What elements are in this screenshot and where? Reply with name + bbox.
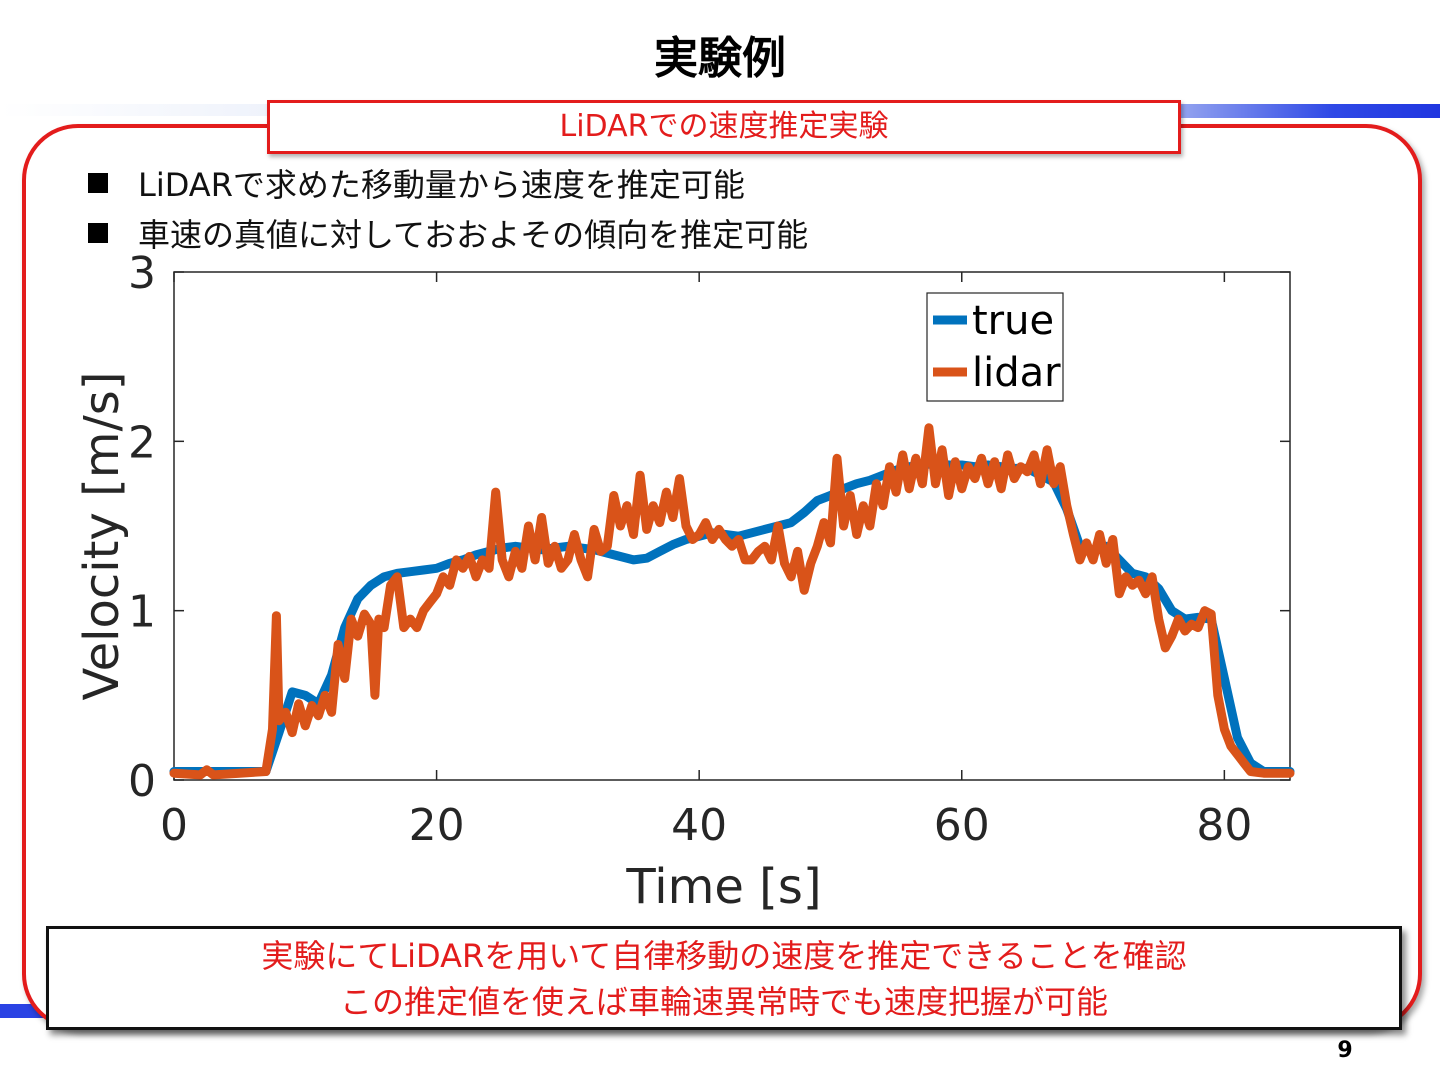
y-tick-label: 1 <box>128 587 156 638</box>
x-tick-label: 0 <box>160 800 188 851</box>
conclusion-line: 実験にてLiDARを用いて自律移動の速度を推定できることを確認 <box>261 937 1187 975</box>
velocity-chart: 0 20 40 60 80 0 1 2 3 Time [s] Velocity [m/s] true l… <box>74 248 1295 915</box>
section-heading: LiDARでの速度推定実験 <box>267 100 1181 154</box>
series-line-lidar <box>169 423 1295 780</box>
x-tick-label: 60 <box>934 800 990 851</box>
y-tick-label: 2 <box>128 417 156 468</box>
legend-label: lidar <box>972 350 1061 396</box>
x-tick-label: 80 <box>1196 800 1252 851</box>
header-band-left <box>0 104 280 116</box>
bullet-item: 車速の真値に対しておおよその傾向を推定可能 <box>88 208 808 258</box>
legend-label: true <box>972 298 1054 344</box>
x-tick-label: 20 <box>409 800 465 851</box>
y-tick-label: 0 <box>128 756 156 807</box>
slide-title: 実験例 <box>654 33 786 84</box>
y-tick-label: 3 <box>128 248 156 299</box>
legend-box <box>926 292 1064 402</box>
page-number: 9 <box>1337 1038 1353 1063</box>
bullet-item: LiDARで求めた移動量から速度を推定可能 <box>88 158 808 208</box>
bullet-text: 車速の真値に対しておおよその傾向を推定可能 <box>138 216 809 254</box>
y-axis-label: Velocity [m/s] <box>74 372 130 701</box>
bullet-list: LiDARで求めた移動量から速度を推定可能 車速の真値に対しておおよその傾向を推… <box>88 158 808 258</box>
conclusion-line: この推定値を使えば車輪速異常時でも速度把握が可能 <box>339 983 1108 1021</box>
plot-area <box>173 271 1291 781</box>
bullet-text: LiDARで求めた移動量から速度を推定可能 <box>138 166 745 204</box>
x-tick-label: 40 <box>671 800 727 851</box>
x-axis-label: Time [s] <box>625 859 821 915</box>
square-bullet-icon <box>88 173 108 193</box>
conclusion-box: 実験にてLiDARを用いて自律移動の速度を推定できることを確認 この推定値を使え… <box>46 926 1402 1030</box>
header-band-right <box>1170 104 1440 118</box>
square-bullet-icon <box>88 223 108 243</box>
